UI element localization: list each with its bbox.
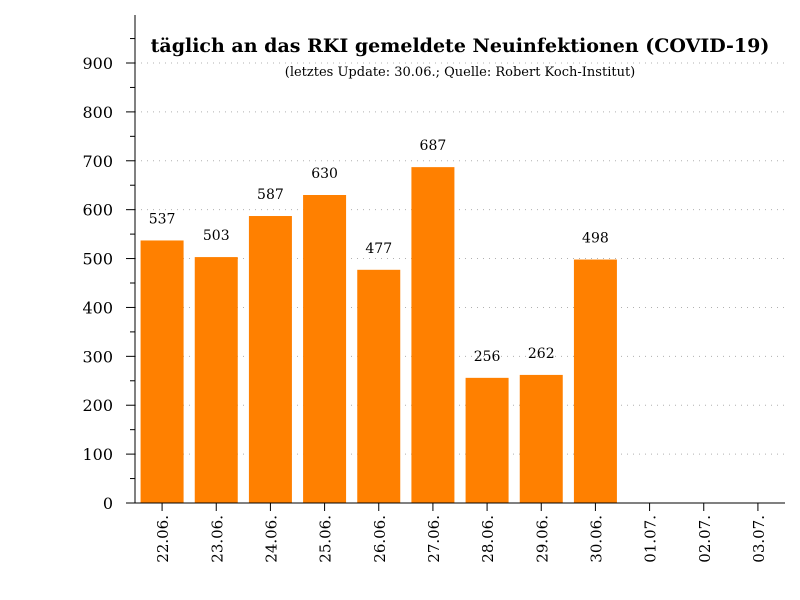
grid-lines: [135, 62, 785, 455]
y-tick-label: 800: [82, 103, 113, 122]
bar: [573, 259, 617, 503]
data-label: 498: [582, 231, 609, 247]
x-tick-label: 03.07.: [750, 515, 768, 563]
bar: [519, 374, 563, 503]
bar: [357, 269, 401, 503]
x-tick-label: 02.07.: [696, 515, 714, 563]
bar: [465, 377, 509, 503]
x-tick-label: 25.06.: [317, 515, 335, 563]
x-tick-label: 22.06.: [154, 515, 172, 563]
y-tick-label: 0: [103, 494, 113, 513]
data-label: 630: [311, 166, 338, 182]
y-axis-ticks: 0 100 200 300 400 500 600 700 800 900: [82, 38, 135, 513]
y-tick-label: 600: [82, 201, 113, 220]
bar: [303, 195, 347, 503]
bars: [140, 167, 617, 503]
chart-subtitle: (letztes Update: 30.06.; Quelle: Robert …: [285, 65, 636, 80]
data-label: 256: [474, 349, 501, 365]
data-label: 687: [420, 138, 447, 154]
bar: [248, 216, 292, 503]
x-tick-label: 27.06.: [425, 515, 443, 563]
x-axis-ticks: 22.06. 23.06. 24.06. 25.06. 26.06. 27.06. 28.0…: [154, 503, 768, 563]
y-tick-label: 700: [82, 152, 113, 171]
y-tick-label: 100: [82, 445, 113, 464]
data-label: 503: [203, 228, 230, 244]
data-label: 537: [149, 211, 176, 227]
data-labels: 537 503 587 630 477 687 256 262 498: [149, 138, 609, 365]
x-tick-label: 29.06.: [533, 515, 551, 563]
x-tick-label: 30.06.: [587, 515, 605, 563]
chart-title: täglich an das RKI gemeldete Neuinfektio…: [151, 35, 770, 57]
bar: [411, 167, 455, 503]
y-tick-label: 300: [82, 347, 113, 366]
y-tick-label: 900: [82, 54, 113, 73]
y-tick-label: 400: [82, 298, 113, 317]
data-label: 587: [257, 187, 284, 203]
y-tick-label: 500: [82, 250, 113, 269]
x-tick-label: 01.07.: [642, 515, 660, 563]
data-label: 262: [528, 346, 555, 362]
x-tick-label: 28.06.: [479, 515, 497, 563]
x-tick-label: 24.06.: [262, 515, 280, 563]
y-tick-label: 200: [82, 396, 113, 415]
x-tick-label: 23.06.: [208, 515, 226, 563]
bar: [194, 257, 238, 503]
bar: [140, 240, 184, 503]
x-tick-label: 26.06.: [371, 515, 389, 563]
data-label: 477: [365, 241, 392, 257]
